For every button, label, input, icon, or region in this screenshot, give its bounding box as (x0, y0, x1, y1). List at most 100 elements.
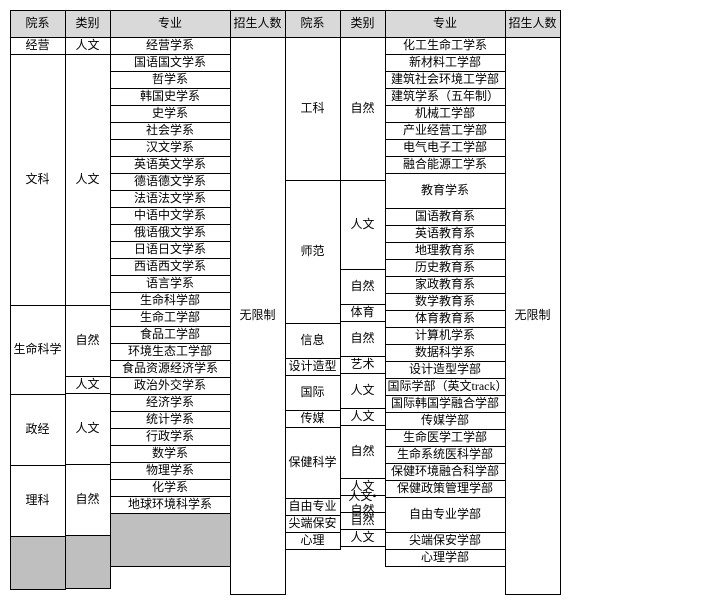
right-major: 保健政策管理学部 (385, 480, 506, 498)
right-major: 建筑学系（五年制） (385, 88, 506, 106)
right-cat: 艺术 (340, 356, 386, 374)
right-cat: 自然 (340, 425, 386, 479)
left-major: 生命科学部 (110, 292, 231, 310)
right-dept: 工科 (285, 37, 341, 181)
right-major: 机械工学部 (385, 105, 506, 123)
right-major: 国际韩国学融合学部 (385, 395, 506, 413)
right-major: 电气电子工学部 (385, 139, 506, 157)
header-quota: 招生人数 (230, 10, 286, 38)
right-cat: 人文 (340, 373, 386, 409)
left-major: 英语英文学系 (110, 156, 231, 174)
right-major: 建筑社会环境工学部 (385, 71, 506, 89)
left-dept: 文科 (10, 54, 66, 306)
right-major: 国语教育系 (385, 208, 506, 226)
left-major: 统计学系 (110, 411, 231, 429)
header-cat: 类别 (340, 10, 386, 38)
left-major: 国语国文学系 (110, 54, 231, 72)
right-major: 设计造型学部 (385, 361, 506, 379)
right-major: 保健环境融合科学部 (385, 463, 506, 481)
right-major: 国际学部（英文track） (385, 378, 506, 396)
right-major: 心理学部 (385, 549, 506, 567)
left-dept: 政经 (10, 394, 66, 466)
right-dept: 尖端保安 (285, 515, 341, 533)
right-major: 传媒学部 (385, 412, 506, 430)
right-major: 教育学系 (385, 173, 506, 209)
blank-cell (65, 535, 111, 589)
left-major: 物理学系 (110, 462, 231, 480)
left-major: 政治外交学系 (110, 377, 231, 395)
right-cat: 自然 (340, 37, 386, 181)
left-dept: 理科 (10, 465, 66, 537)
left-major: 社会学系 (110, 122, 231, 140)
left-major: 化学系 (110, 479, 231, 497)
right-major: 生命医学工学部 (385, 429, 506, 447)
right-major: 历史教育系 (385, 259, 506, 277)
left-major: 食品工学部 (110, 326, 231, 344)
right-major: 产业经营工学部 (385, 122, 506, 140)
left-major: 法语法文学系 (110, 190, 231, 208)
right-dept: 设计造型 (285, 358, 341, 376)
right-major: 地理教育系 (385, 242, 506, 260)
right-cat: 人文 (340, 408, 386, 426)
right-major: 数学教育系 (385, 293, 506, 311)
right-major: 生命系统医科学部 (385, 446, 506, 464)
left-major: 语言学系 (110, 275, 231, 293)
right-major: 融合能源工学系 (385, 156, 506, 174)
left-major: 韩国史学系 (110, 88, 231, 106)
right-dept: 保健科学 (285, 427, 341, 499)
left-major: 环境生态工学部 (110, 343, 231, 361)
left-major: 哲学系 (110, 71, 231, 89)
right-major: 尖端保安学部 (385, 532, 506, 550)
right-major: 英语教育系 (385, 225, 506, 243)
left-dept: 生命科学 (10, 305, 66, 395)
right-major: 家政教育系 (385, 276, 506, 294)
right-dept: 自由专业 (285, 498, 341, 516)
left-cat: 人文 (65, 376, 111, 394)
blank-cell (110, 513, 231, 567)
header-dept: 院系 (10, 10, 66, 38)
left-major: 德语德文学系 (110, 173, 231, 191)
quota-cell: 无限制 (505, 37, 561, 595)
left-major: 地球环境科学系 (110, 496, 231, 514)
header-dept: 院系 (285, 10, 341, 38)
blank-cell (10, 536, 66, 590)
right-major: 化工生命工学系 (385, 37, 506, 55)
left-major: 俄语俄文学系 (110, 224, 231, 242)
left-cat: 人文 (65, 37, 111, 55)
right-cat: 人文• 自然 (340, 495, 386, 513)
right-dept: 国际 (285, 375, 341, 411)
left-major: 数学系 (110, 445, 231, 463)
left-major: 史学系 (110, 105, 231, 123)
right-cat: 自然 (340, 269, 386, 305)
left-major: 经营学系 (110, 37, 231, 55)
header-quota: 招生人数 (505, 10, 561, 38)
left-major: 汉文学系 (110, 139, 231, 157)
right-cat: 人文 (340, 180, 386, 270)
left-cat: 人文 (65, 54, 111, 306)
right-dept: 师范 (285, 180, 341, 324)
right-major: 体育教育系 (385, 310, 506, 328)
left-major: 食品资源经济学系 (110, 360, 231, 378)
right-dept: 传媒 (285, 410, 341, 428)
left-major: 中语中文学系 (110, 207, 231, 225)
right-major: 数据科学系 (385, 344, 506, 362)
right-cat: 自然 (340, 512, 386, 530)
left-major: 生命工学部 (110, 309, 231, 327)
right-major: 计算机学系 (385, 327, 506, 345)
right-cat: 自然 (340, 321, 386, 357)
header-major: 专业 (110, 10, 231, 38)
header-cat: 类别 (65, 10, 111, 38)
left-major: 日语日文学系 (110, 241, 231, 259)
left-major: 行政学系 (110, 428, 231, 446)
right-cat: 人文 (340, 529, 386, 547)
left-cat: 自然 (65, 464, 111, 536)
left-cat: 人文 (65, 393, 111, 465)
header-major: 专业 (385, 10, 506, 38)
right-major: 新材料工学部 (385, 54, 506, 72)
left-cat: 自然 (65, 305, 111, 377)
left-major: 西语西文学系 (110, 258, 231, 276)
quota-cell: 无限制 (230, 37, 286, 595)
right-dept: 信息 (285, 323, 341, 359)
left-major: 经济学系 (110, 394, 231, 412)
left-dept: 经营 (10, 37, 66, 55)
